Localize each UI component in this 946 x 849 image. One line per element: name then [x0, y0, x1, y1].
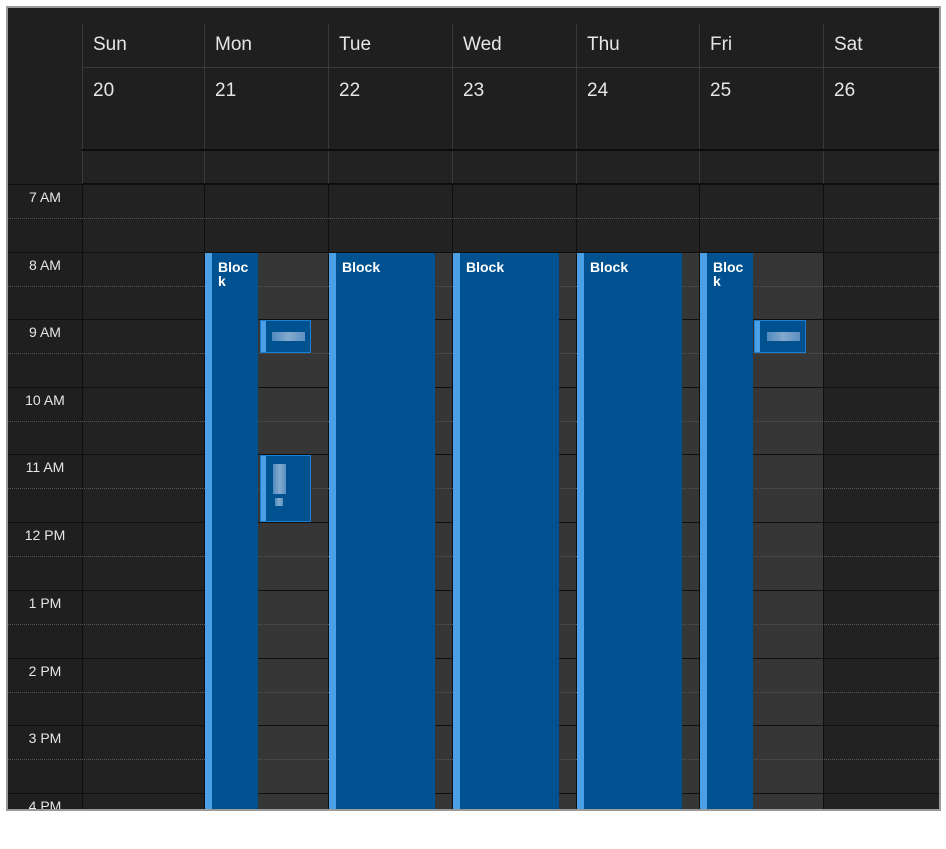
all-day-cell-thu[interactable] [576, 151, 699, 184]
day-date: 24 [587, 80, 609, 101]
header-gutter [8, 8, 82, 151]
event-block-thu[interactable]: Block [577, 253, 682, 809]
time-label: 1 PM [28, 595, 62, 611]
day-date: 21 [215, 80, 237, 101]
half-hour-line [8, 218, 939, 219]
event-block-wed[interactable]: Block [453, 253, 559, 809]
day-header-mon[interactable]: Mon 21 [204, 24, 328, 151]
divider [700, 67, 823, 68]
day-name: Wed [463, 34, 502, 55]
event-redacted-fri-9am[interactable] [754, 320, 806, 353]
event-accent-bar [261, 456, 266, 521]
time-label: 10 AM [25, 392, 65, 408]
event-accent-bar [700, 253, 707, 809]
all-day-cell-sun[interactable] [82, 151, 204, 184]
time-label: 11 AM [25, 459, 65, 475]
event-accent-bar [453, 253, 460, 809]
day-name: Tue [339, 34, 372, 55]
event-accent-bar [329, 253, 336, 809]
event-title: Block [342, 259, 381, 275]
event-block-fri[interactable]: Bloc k [700, 253, 753, 809]
day-name: Mon [215, 34, 252, 55]
event-accent-bar [577, 253, 584, 809]
day-header-sun[interactable]: Sun 20 [82, 24, 204, 151]
day-column-sun[interactable] [82, 185, 204, 809]
time-label: 3 PM [28, 730, 62, 746]
event-block-tue[interactable]: Block [329, 253, 435, 809]
day-date: 26 [834, 80, 856, 101]
time-label: 7 AM [29, 189, 61, 205]
event-title: Bloc k [218, 259, 249, 289]
all-day-cell-tue[interactable] [328, 151, 452, 184]
time-label: 12 PM [24, 527, 66, 543]
all-day-cell-fri[interactable] [699, 151, 823, 184]
day-header-fri[interactable]: Fri 25 [699, 24, 823, 151]
all-day-cell-sat[interactable] [823, 151, 939, 184]
hour-line [8, 184, 939, 185]
day-name: Sat [834, 34, 863, 55]
event-title: Block [590, 259, 629, 275]
day-header-sat[interactable]: Sat 26 [823, 24, 939, 151]
divider [453, 67, 576, 68]
redacted-title [767, 332, 800, 341]
event-title: Block [466, 259, 505, 275]
event-accent-bar [205, 253, 212, 809]
day-name: Sun [93, 34, 127, 55]
day-header-thu[interactable]: Thu 24 [576, 24, 699, 151]
day-date: 25 [710, 80, 732, 101]
event-redacted-mon-11am[interactable] [260, 455, 311, 522]
day-date: 23 [463, 80, 485, 101]
divider [577, 67, 699, 68]
divider [824, 67, 939, 68]
day-column-sat[interactable] [823, 185, 939, 809]
event-accent-bar [261, 321, 266, 352]
redacted-title [275, 498, 283, 506]
hour-line [8, 252, 939, 253]
divider [83, 67, 204, 68]
time-label: 9 AM [29, 324, 61, 340]
week-calendar: Sun 20 Mon 21 Tue 22 Wed 23 Thu 24 Fri 2… [8, 8, 939, 809]
redacted-title [272, 332, 305, 341]
divider [329, 67, 452, 68]
day-name: Thu [587, 34, 620, 55]
event-block-mon[interactable]: Bloc k [205, 253, 258, 809]
day-date: 20 [93, 80, 115, 101]
calendar-window: Sun 20 Mon 21 Tue 22 Wed 23 Thu 24 Fri 2… [6, 6, 941, 811]
time-label: 2 PM [28, 663, 62, 679]
event-title: Bloc k [713, 259, 744, 289]
redacted-title [273, 464, 286, 494]
day-date: 22 [339, 80, 361, 101]
event-accent-bar [755, 321, 760, 352]
all-day-cell-mon[interactable] [204, 151, 328, 184]
time-label: 4 PM [28, 798, 62, 811]
header-divider [82, 149, 939, 151]
day-header-wed[interactable]: Wed 23 [452, 24, 576, 151]
all-day-cell-wed[interactable] [452, 151, 576, 184]
time-label: 8 AM [29, 257, 61, 273]
day-name: Fri [710, 34, 733, 55]
all-day-gutter [8, 151, 82, 184]
day-header-tue[interactable]: Tue 22 [328, 24, 452, 151]
event-redacted-mon-9am[interactable] [260, 320, 311, 353]
divider [205, 67, 328, 68]
